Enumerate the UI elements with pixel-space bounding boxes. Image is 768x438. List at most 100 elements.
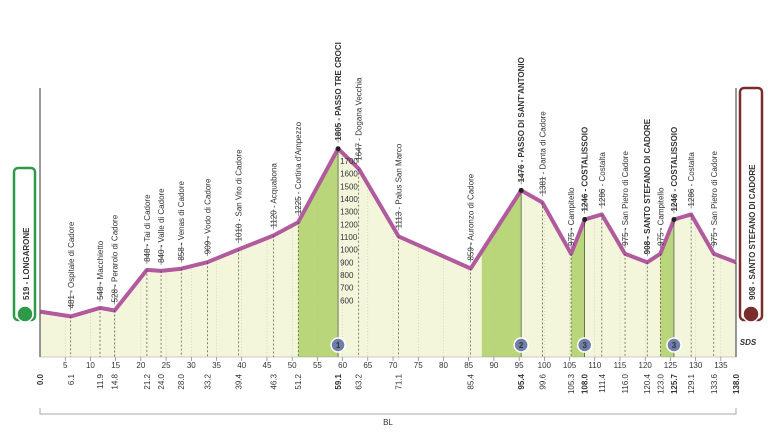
climb-icon <box>666 337 682 353</box>
waypoint-label: 858 - Venas di Cadore <box>177 180 186 260</box>
climb-area <box>481 190 522 357</box>
km-label: 51.2 <box>294 373 303 389</box>
km-label: 111.4 <box>598 373 607 392</box>
climb-icon <box>513 337 529 353</box>
km-label: 59.1 <box>334 373 343 389</box>
climb-area <box>298 148 339 357</box>
waypoint-label: 859 - Auronzo di Cadore <box>467 173 476 260</box>
km-label: 105.3 <box>567 373 576 394</box>
waypoint-label: 975 - Campitello <box>567 187 576 246</box>
km-label: 33.2 <box>203 373 212 389</box>
y-tick-label: 1200 <box>340 220 358 229</box>
climb-icon <box>576 337 593 353</box>
y-tick-label: 800 <box>340 271 354 280</box>
x-tick-label: 115 <box>614 361 627 370</box>
y-tick-label: 700 <box>340 284 354 293</box>
km-label: 123.0 <box>656 373 665 394</box>
km-label: 138.0 <box>732 373 741 394</box>
x-tick-label: 85 <box>464 361 473 370</box>
km-label: 95.4 <box>517 373 526 389</box>
y-tick-label: 900 <box>340 258 354 267</box>
climb-icon <box>330 337 346 353</box>
finish-label: 908 - SANTO STEFANO DI CADORE <box>748 164 757 300</box>
x-tick-label: 75 <box>414 361 423 370</box>
waypoint-dot <box>518 187 524 193</box>
x-tick-label: 105 <box>563 361 577 370</box>
waypoint-label: 1010 - San Vito di Cadore <box>235 149 244 241</box>
km-label: 28.0 <box>177 373 186 389</box>
km-label: 0.0 <box>36 373 45 385</box>
x-tick-label: 65 <box>363 361 372 370</box>
waypoint-label: 975 - San Pietro di Cadore <box>710 151 719 246</box>
climb-number: 3 <box>672 341 677 350</box>
x-tick-label: 125 <box>664 361 678 370</box>
y-tick-label: 1400 <box>340 195 358 204</box>
start-label: 519 - LONGARONE <box>22 227 31 300</box>
waypoint-label: 840 - Valle di Cadore <box>157 188 166 263</box>
x-tick-label: 100 <box>538 361 552 370</box>
climb-number: 3 <box>582 341 587 350</box>
km-label: 125.7 <box>670 373 679 394</box>
km-label: 39.4 <box>235 373 244 389</box>
x-tick-label: 50 <box>288 361 297 370</box>
waypoint-label: 1120 - Acquabona <box>270 163 279 228</box>
x-tick-label: 130 <box>689 361 703 370</box>
x-tick-label: 55 <box>313 361 322 370</box>
waypoint-label: 1286 - Costalta <box>598 152 607 207</box>
waypoint-label: 528 - Perarolo di Cadore <box>111 214 120 302</box>
km-label: 14.8 <box>111 373 120 389</box>
km-label: 120.4 <box>643 373 652 394</box>
waypoint-dot <box>671 217 677 223</box>
km-label: 6.1 <box>67 373 76 385</box>
waypoint-label: 1476 - PASSO DI SANT'ANTONIO <box>517 57 526 182</box>
km-label: 116.0 <box>621 373 630 393</box>
waypoint-label: 1647 - Dogana Vecchia <box>355 77 364 161</box>
logo: SDS <box>740 338 757 347</box>
km-label: 21.2 <box>143 373 152 389</box>
waypoint-label: 1113 - Palus San Marco <box>395 143 404 228</box>
y-tick-label: 1600 <box>340 170 358 179</box>
climb-area <box>571 219 585 357</box>
x-tick-label: 135 <box>714 361 728 370</box>
y-tick-label: 1100 <box>340 233 358 242</box>
x-tick-label: 30 <box>187 361 196 370</box>
y-tick-label: 1500 <box>340 182 358 191</box>
start-icon <box>16 305 34 323</box>
finish-icon <box>742 305 760 323</box>
x-tick-label: 120 <box>639 361 653 370</box>
x-tick-label: 10 <box>86 361 95 370</box>
x-tick-label: 60 <box>338 361 347 370</box>
waypoint-label: 975 - San Pietro di Cadore <box>621 151 630 246</box>
waypoint-label: 908 - SANTO STEFANO DI CADORE <box>643 118 652 254</box>
waypoint-label: 848 - Tai di Cadore <box>143 194 152 262</box>
waypoint-label: 1225 - Cortina d'Ampezzo <box>294 121 303 214</box>
waypoint-label: 909 - Vodo di Cadore <box>203 178 212 254</box>
x-tick-label: 95 <box>515 361 524 370</box>
waypoint-label: 1805 - PASSO TRE CROCI <box>334 42 343 141</box>
x-tick-label: 110 <box>588 361 601 370</box>
km-label: 71.1 <box>395 373 404 389</box>
km-label: 129.1 <box>687 373 696 394</box>
waypoint-label: 481 - Ospitale di Cadore <box>67 221 76 308</box>
x-tick-label: 40 <box>237 361 246 370</box>
waypoint-label: 1246 - COSTALISSOIO <box>581 127 590 212</box>
profile-area <box>40 148 736 357</box>
km-label: 11.9 <box>96 373 105 389</box>
y-tick-label: 1300 <box>340 208 358 217</box>
waypoint-dot <box>582 217 588 223</box>
km-label: 46.3 <box>270 373 279 389</box>
sector-label: BL <box>383 418 393 427</box>
km-label: 24.0 <box>157 373 166 389</box>
climb-number: 1 <box>336 341 341 350</box>
km-label: 133.6 <box>710 373 719 394</box>
x-tick-label: 45 <box>263 361 272 370</box>
x-tick-label: 15 <box>111 361 120 370</box>
km-label: 85.4 <box>467 373 476 389</box>
waypoint-label: 1286 - Costalta <box>687 152 696 207</box>
km-label: 63.2 <box>355 373 364 389</box>
y-tick-label: 1700 <box>340 157 358 166</box>
waypoint-dot <box>335 146 341 152</box>
x-tick-label: 90 <box>489 361 498 370</box>
km-label: 108.0 <box>581 373 590 394</box>
